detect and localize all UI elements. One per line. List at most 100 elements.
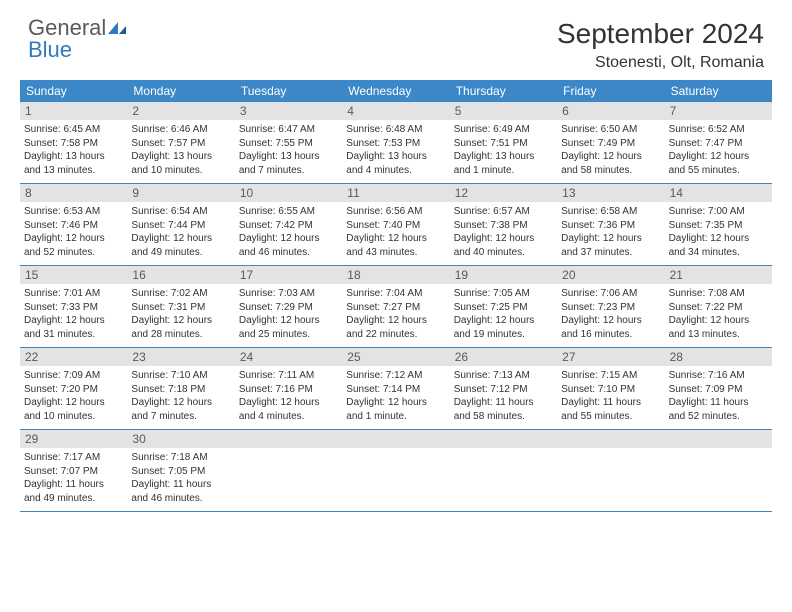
calendar-week: 22 Sunrise: 7:09 AMSunset: 7:20 PMDayligh… <box>20 348 772 430</box>
calendar-cell: 1Sunrise: 6:45 AMSunset: 7:58 PMDaylight… <box>20 102 127 183</box>
cell-line-sunrise: Sunrise: 6:55 AM <box>239 205 338 219</box>
cell-line-sunrise: Sunrise: 6:49 AM <box>454 123 553 137</box>
cell-details: Sunrise: 7:16 AMSunset: 7:09 PMDaylight:… <box>669 369 768 423</box>
cell-line-sunset: Sunset: 7:57 PM <box>131 137 230 151</box>
day-number: 1 <box>20 102 127 120</box>
cell-line-daylight1: Daylight: 12 hours <box>346 232 445 246</box>
cell-line-daylight2: and 4 minutes. <box>346 164 445 178</box>
dow-sun: Sunday <box>20 80 127 102</box>
cell-line-sunrise: Sunrise: 6:52 AM <box>669 123 768 137</box>
day-number: 19 <box>450 266 557 284</box>
day-number: 14 <box>665 184 772 202</box>
cell-line-sunrise: Sunrise: 6:53 AM <box>24 205 123 219</box>
day-number: 9 <box>127 184 234 202</box>
cell-line-daylight1: Daylight: 11 hours <box>24 478 123 492</box>
cell-line-daylight2: and 10 minutes. <box>131 164 230 178</box>
cell-line-sunset: Sunset: 7:31 PM <box>131 301 230 315</box>
calendar-cell: 27Sunrise: 7:15 AMSunset: 7:10 PMDayligh… <box>557 348 664 429</box>
cell-line-daylight1: Daylight: 11 hours <box>561 396 660 410</box>
cell-line-sunset: Sunset: 7:42 PM <box>239 219 338 233</box>
cell-details: Sunrise: 7:04 AMSunset: 7:27 PMDaylight:… <box>346 287 445 341</box>
calendar-week: 15Sunrise: 7:01 AMSunset: 7:33 PMDayligh… <box>20 266 772 348</box>
cell-details: Sunrise: 6:47 AMSunset: 7:55 PMDaylight:… <box>239 123 338 177</box>
calendar-cell: 3Sunrise: 6:47 AMSunset: 7:55 PMDaylight… <box>235 102 342 183</box>
cell-line-sunrise: Sunrise: 6:45 AM <box>24 123 123 137</box>
day-number: 29 <box>20 430 127 448</box>
cell-line-daylight1: Daylight: 12 hours <box>454 232 553 246</box>
cell-line-sunset: Sunset: 7:25 PM <box>454 301 553 315</box>
cell-line-sunrise: Sunrise: 7:17 AM <box>24 451 123 465</box>
cell-line-daylight2: and 37 minutes. <box>561 246 660 260</box>
cell-line-sunset: Sunset: 7:27 PM <box>346 301 445 315</box>
cell-line-daylight2: and 25 minutes. <box>239 328 338 342</box>
day-number: 11 <box>342 184 449 202</box>
cell-details: Sunrise: 7:17 AMSunset: 7:07 PMDaylight:… <box>24 451 123 505</box>
cell-line-sunset: Sunset: 7:29 PM <box>239 301 338 315</box>
cell-line-daylight2: and 55 minutes. <box>561 410 660 424</box>
calendar-week: 1Sunrise: 6:45 AMSunset: 7:58 PMDaylight… <box>20 102 772 184</box>
cell-line-sunrise: Sunrise: 7:08 AM <box>669 287 768 301</box>
day-number <box>450 430 557 448</box>
cell-details: Sunrise: 6:50 AMSunset: 7:49 PMDaylight:… <box>561 123 660 177</box>
brand-logo: General Blue <box>28 18 128 61</box>
day-number: 10 <box>235 184 342 202</box>
cell-line-daylight1: Daylight: 12 hours <box>24 314 123 328</box>
calendar-week: 8Sunrise: 6:53 AMSunset: 7:46 PMDaylight… <box>20 184 772 266</box>
cell-line-sunset: Sunset: 7:09 PM <box>669 383 768 397</box>
day-number: 15 <box>20 266 127 284</box>
cell-line-sunset: Sunset: 7:38 PM <box>454 219 553 233</box>
cell-line-daylight1: Daylight: 12 hours <box>346 396 445 410</box>
calendar-cell: 21Sunrise: 7:08 AMSunset: 7:22 PMDayligh… <box>665 266 772 347</box>
calendar-cell: 2 Sunrise: 6:46 AMSunset: 7:57 PMDaylight… <box>127 102 234 183</box>
weeks-container: 1Sunrise: 6:45 AMSunset: 7:58 PMDaylight… <box>20 102 772 512</box>
cell-line-sunrise: Sunrise: 7:00 AM <box>669 205 768 219</box>
dow-wed: Wednesday <box>342 80 449 102</box>
cell-line-daylight1: Daylight: 13 hours <box>131 150 230 164</box>
sail-icon <box>106 19 128 40</box>
cell-line-daylight2: and 10 minutes. <box>24 410 123 424</box>
cell-line-daylight2: and 13 minutes. <box>24 164 123 178</box>
calendar: Sunday Monday Tuesday Wednesday Thursday… <box>0 80 792 512</box>
cell-line-daylight1: Daylight: 12 hours <box>669 232 768 246</box>
cell-details: Sunrise: 6:58 AMSunset: 7:36 PMDaylight:… <box>561 205 660 259</box>
cell-details: Sunrise: 7:09 AMSunset: 7:20 PMDaylight:… <box>24 369 123 423</box>
calendar-cell: 14Sunrise: 7:00 AMSunset: 7:35 PMDayligh… <box>665 184 772 265</box>
cell-details: Sunrise: 7:02 AMSunset: 7:31 PMDaylight:… <box>131 287 230 341</box>
cell-line-sunset: Sunset: 7:40 PM <box>346 219 445 233</box>
dow-tue: Tuesday <box>235 80 342 102</box>
day-number: 2 <box>127 102 234 120</box>
cell-details: Sunrise: 6:46 AMSunset: 7:57 PMDaylight:… <box>131 123 230 177</box>
day-number: 24 <box>235 348 342 366</box>
day-number: 5 <box>450 102 557 120</box>
calendar-cell: 28Sunrise: 7:16 AMSunset: 7:09 PMDayligh… <box>665 348 772 429</box>
cell-line-daylight2: and 1 minute. <box>346 410 445 424</box>
cell-line-daylight2: and 49 minutes. <box>24 492 123 506</box>
calendar-cell: 26Sunrise: 7:13 AMSunset: 7:12 PMDayligh… <box>450 348 557 429</box>
day-number <box>665 430 772 448</box>
day-number: 22 <box>20 348 127 366</box>
cell-line-sunset: Sunset: 7:47 PM <box>669 137 768 151</box>
cell-line-daylight1: Daylight: 11 hours <box>669 396 768 410</box>
cell-line-sunrise: Sunrise: 6:48 AM <box>346 123 445 137</box>
cell-line-sunrise: Sunrise: 6:58 AM <box>561 205 660 219</box>
cell-line-daylight2: and 1 minute. <box>454 164 553 178</box>
page-title: September 2024 <box>557 18 764 50</box>
calendar-cell <box>665 430 772 511</box>
calendar-cell: 20Sunrise: 7:06 AMSunset: 7:23 PMDayligh… <box>557 266 664 347</box>
brand-part2: Blue <box>28 37 72 62</box>
cell-line-sunrise: Sunrise: 7:13 AM <box>454 369 553 383</box>
cell-line-daylight2: and 7 minutes. <box>239 164 338 178</box>
calendar-cell: 15Sunrise: 7:01 AMSunset: 7:33 PMDayligh… <box>20 266 127 347</box>
cell-line-daylight1: Daylight: 11 hours <box>454 396 553 410</box>
cell-details: Sunrise: 7:05 AMSunset: 7:25 PMDaylight:… <box>454 287 553 341</box>
day-number: 7 <box>665 102 772 120</box>
day-number: 18 <box>342 266 449 284</box>
cell-details: Sunrise: 7:10 AMSunset: 7:18 PMDaylight:… <box>131 369 230 423</box>
cell-line-sunset: Sunset: 7:53 PM <box>346 137 445 151</box>
cell-details: Sunrise: 6:57 AMSunset: 7:38 PMDaylight:… <box>454 205 553 259</box>
cell-line-daylight2: and 22 minutes. <box>346 328 445 342</box>
cell-details: Sunrise: 7:11 AMSunset: 7:16 PMDaylight:… <box>239 369 338 423</box>
cell-line-sunset: Sunset: 7:12 PM <box>454 383 553 397</box>
cell-line-daylight1: Daylight: 12 hours <box>561 314 660 328</box>
cell-line-daylight1: Daylight: 12 hours <box>239 232 338 246</box>
